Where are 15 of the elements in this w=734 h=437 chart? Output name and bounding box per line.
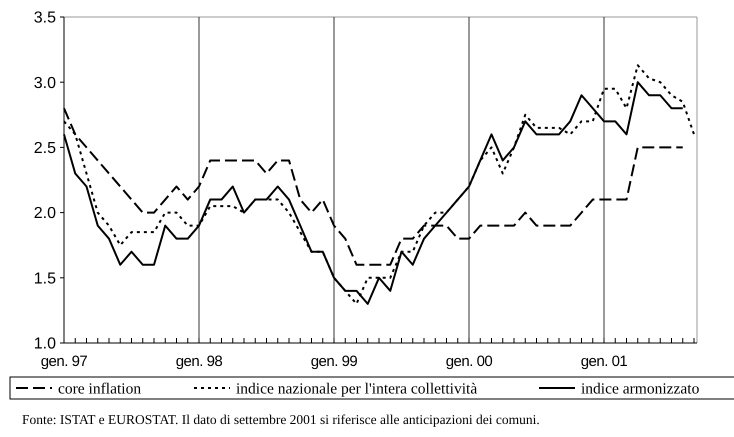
x-tick-label: gen. 99	[310, 353, 358, 370]
x-tick-label: gen. 01	[580, 353, 628, 370]
y-tick-label: 2.5	[34, 140, 56, 157]
y-tick-label: 3.5	[34, 10, 56, 27]
y-tick-label: 2.0	[34, 205, 56, 222]
y-tick-label: 3.0	[34, 74, 56, 92]
x-tick-label: gen. 97	[40, 353, 88, 370]
y-tick-label: 1.0	[34, 336, 56, 353]
legend-label: indice nazionale per l'intera collettività	[236, 380, 478, 398]
legend-label: indice armonizzato	[581, 380, 700, 398]
legend-label: core inflation	[58, 380, 142, 398]
source-note: Fonte: ISTAT e EUROSTAT. Il dato di settembre 2001 si riferisce alle anticipazioni dei comuni.	[22, 412, 540, 427]
y-tick-label: 1.5	[34, 270, 56, 288]
x-tick-label: gen. 98	[176, 353, 222, 370]
x-tick-label: gen. 00	[446, 353, 492, 370]
